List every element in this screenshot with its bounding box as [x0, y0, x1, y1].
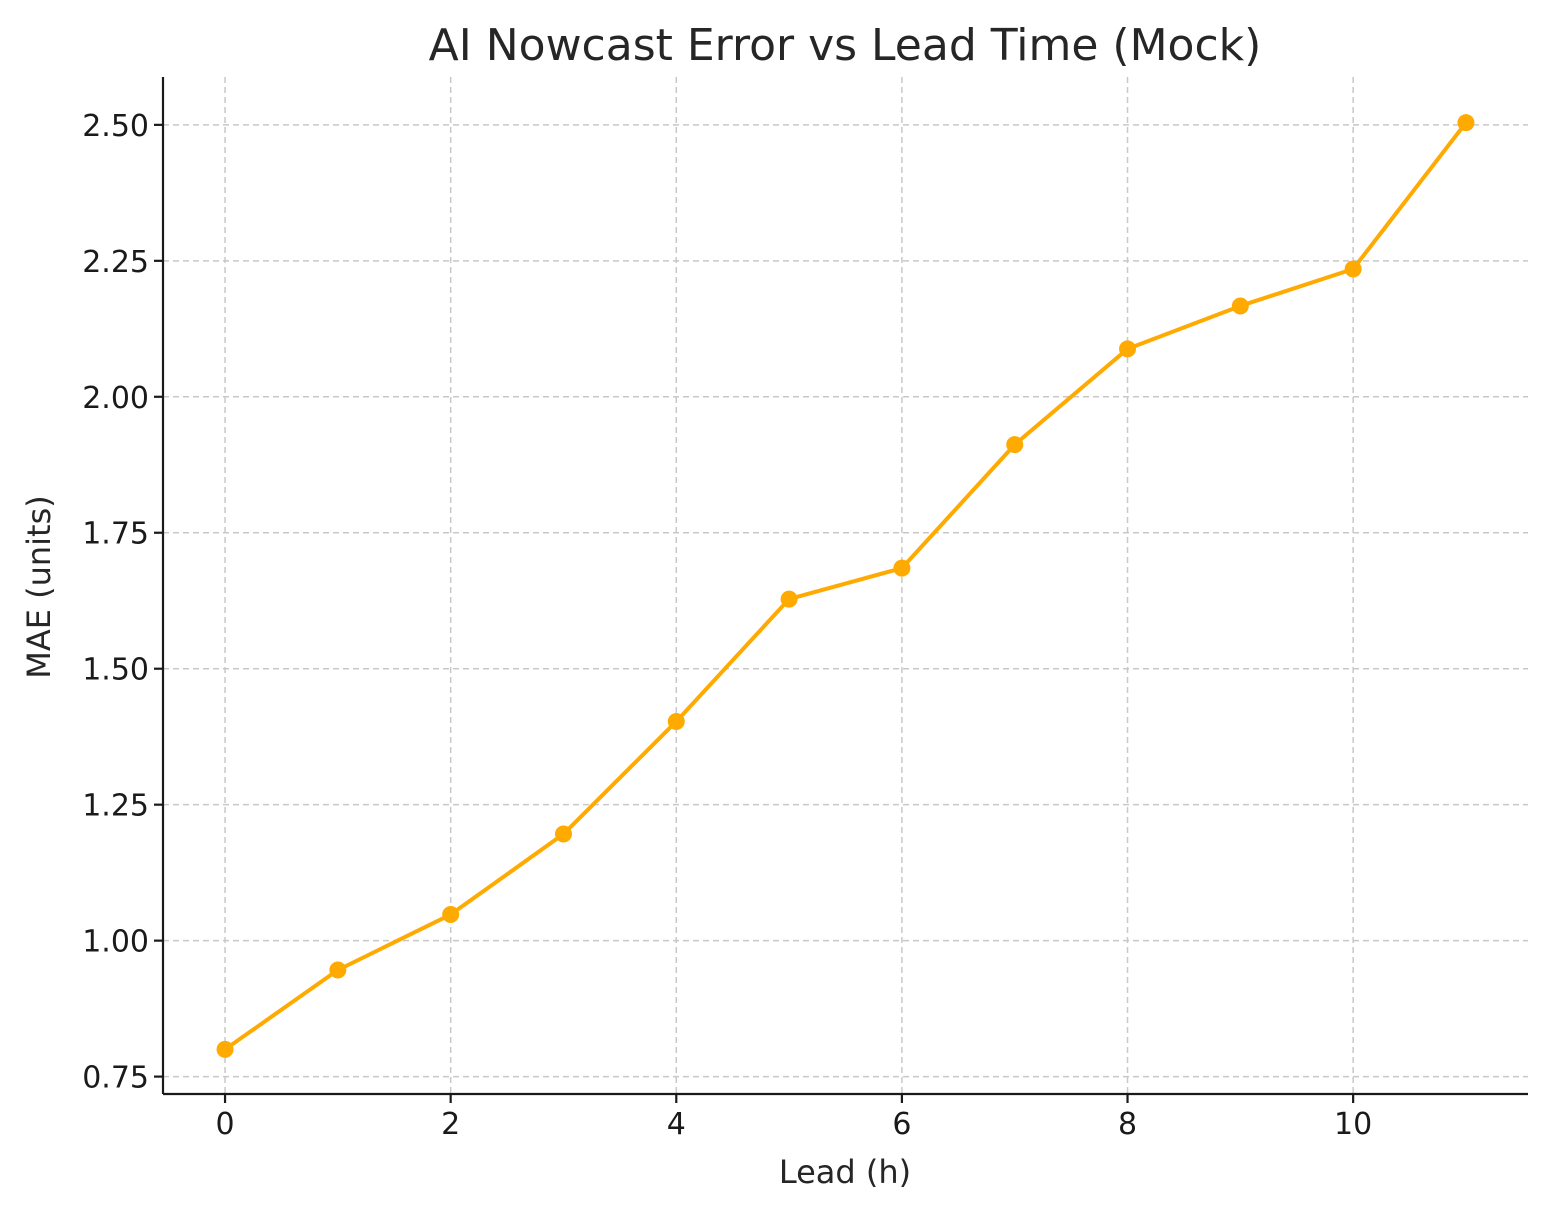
y-tick-label: 1.50 [82, 653, 149, 688]
data-point [1231, 297, 1249, 315]
x-tick-label: 4 [667, 1107, 686, 1142]
data-point [1119, 340, 1137, 358]
data-point [893, 559, 911, 577]
axes-layer [161, 77, 1528, 1096]
data-point [1344, 260, 1362, 278]
x-tick-label: 8 [1118, 1107, 1137, 1142]
data-point [1457, 114, 1475, 132]
data-point [442, 906, 460, 924]
data-point [329, 961, 347, 979]
data-point [667, 712, 685, 730]
y-axis-label: MAE (units) [20, 495, 58, 679]
x-tick-label: 6 [892, 1107, 911, 1142]
series-layer [216, 114, 1475, 1058]
ticks-layer: 0 2 4 6 8 10 0.75 1.00 1.25 1.50 1.75 2.00 2.25 2.50 [82, 109, 1372, 1142]
y-tick-label: 2.50 [82, 109, 149, 144]
data-point [554, 825, 572, 843]
data-point [780, 590, 798, 608]
y-tick-label: 1.25 [82, 789, 149, 824]
y-tick-label: 1.00 [82, 925, 149, 960]
data-point [1006, 436, 1024, 454]
x-tick-label: 2 [441, 1107, 460, 1142]
x-tick-label: 0 [215, 1107, 234, 1142]
grid-layer [163, 77, 1528, 1094]
chart-title: AI Nowcast Error vs Lead Time (Mock) [429, 20, 1262, 71]
y-tick-label: 1.75 [82, 517, 149, 552]
y-tick-label: 2.00 [82, 381, 149, 416]
y-tick-label: 2.25 [82, 245, 149, 280]
x-axis-label: Lead (h) [779, 1153, 911, 1191]
y-tick-label: 0.75 [82, 1061, 149, 1096]
data-point [216, 1040, 234, 1058]
x-tick-label: 10 [1334, 1107, 1372, 1142]
series-line [223, 120, 1468, 1052]
